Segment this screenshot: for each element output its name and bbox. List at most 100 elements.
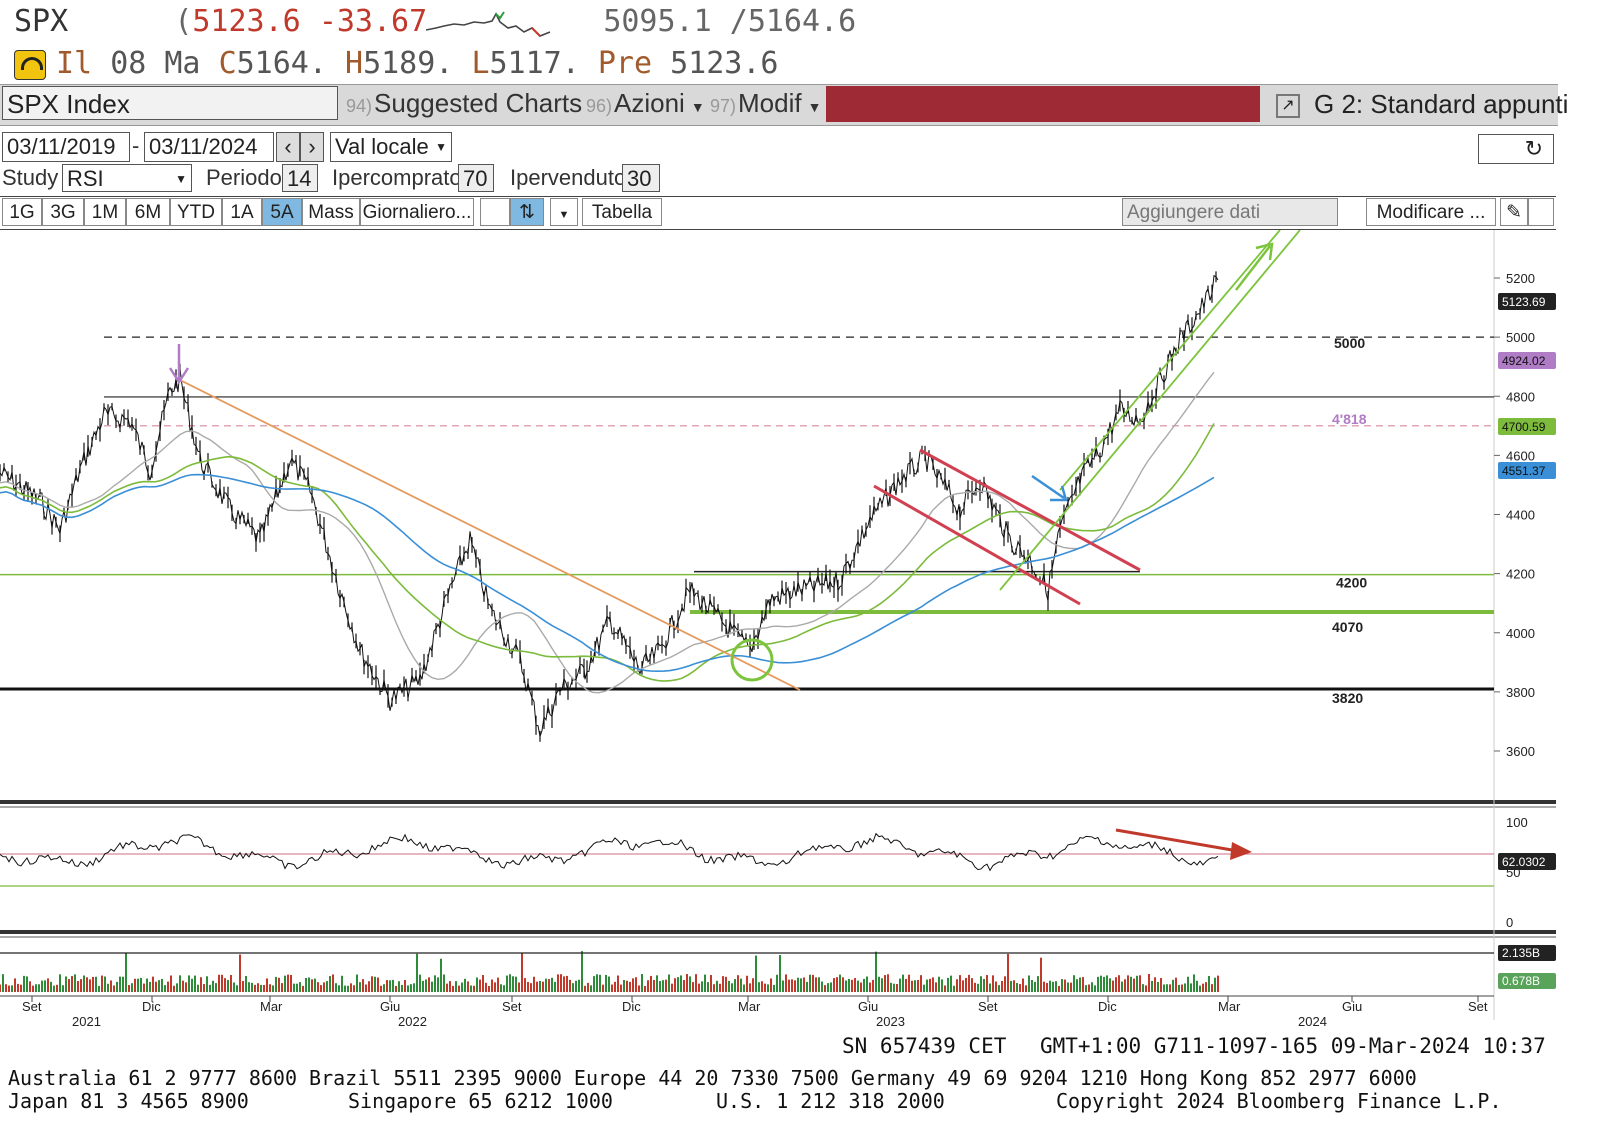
date-to-field[interactable]: 03/11/2024 [144,132,274,162]
arrow-up-icon [1235,245,1271,291]
y-tick-label: 4200 [1506,567,1535,582]
close-label: C [218,46,237,81]
session-id: SN 657439 CET [842,1034,1007,1058]
toolbar [0,196,1556,230]
price-bars [0,271,1217,742]
timeframe-1a[interactable]: 1A [222,198,262,226]
chart-style-dropdown[interactable]: ▼ [550,198,578,226]
price-tag: 4700.59 [1498,418,1556,435]
volume-tag-label: 0.678B [1502,974,1540,988]
currency-select[interactable]: Val locale ▼ [330,132,452,162]
arrow-blue-icon [1050,485,1068,502]
x-tick-label: Set [22,999,42,1014]
overbought-input[interactable]: 70 [458,164,494,192]
price-tag: 4551.37 [1498,462,1556,479]
quote-detail-line: Il 08 Ma C5164. H5189. L5117. Pre 5123.6 [14,46,779,82]
last-price: 5123.6 [192,4,301,39]
price-tag-label: 4551.37 [1502,464,1546,478]
next-period-button[interactable]: › [300,132,324,162]
oversold-input[interactable]: 30 [622,164,660,192]
price-tag-label: 4924.02 [1502,354,1546,368]
price-tag-label: 4700.59 [1502,420,1546,434]
range-low: 5095.1 [603,4,712,39]
panel-divider [0,800,1556,804]
timeframe-1m[interactable]: 1M [84,198,126,226]
menu-azioni[interactable]: 96)Azioni ▼ [586,86,705,120]
prev-period-button[interactable]: ‹ [276,132,300,162]
channel-bottom-line [873,484,1081,606]
caret-down-icon: ▼ [435,140,447,154]
x-year-label: 2024 [1298,1014,1327,1029]
timeframe-6m[interactable]: 6M [126,198,170,226]
caret-down-icon: ▼ [175,172,187,186]
level-label-4200: 4200 [1336,575,1367,591]
chart-style-button[interactable]: ⇅ [510,198,544,226]
ticker-field[interactable]: SPX Index [2,86,338,120]
close-value: 5164. [236,46,327,81]
refresh-button[interactable]: ↻ [1478,134,1554,164]
chevron-left-icon: ‹ [284,134,292,159]
rsi-tick-label: 100 [1506,815,1528,830]
date-from-field[interactable]: 03/11/2019 [2,132,130,162]
volume-tag-box [1498,945,1556,961]
y-tick-label: 5000 [1506,330,1535,345]
x-year-label: 2023 [876,1014,905,1029]
volume-tag-label: 2.135B [1502,946,1540,960]
contact-line-1: Australia 61 2 9777 8600 Brazil 5511 239… [8,1066,1417,1090]
caret-down-icon: ▼ [807,99,822,115]
add-data-input[interactable]: Aggiungere dati [1122,198,1338,226]
trendline-down [179,379,801,691]
high-label: H [345,46,364,81]
y-tick-label: 5200 [1506,271,1535,286]
channel-top-line [919,448,1141,572]
highlight-circle [730,638,774,682]
menu-modif[interactable]: 97)Modif ▼ [710,86,822,120]
ma-grey [0,371,1215,694]
sparkline-icon [425,11,551,37]
menu-suggested-charts[interactable]: 94)Suggested Charts▼ [346,86,602,120]
x-tick-label: Set [1468,999,1488,1014]
low-value: 5117. [489,46,580,81]
table-button[interactable]: Tabella [582,198,662,226]
rsi-line [0,832,1219,872]
timeframe-3g[interactable]: 3G [42,198,84,226]
y-tick-label: 4800 [1506,389,1535,404]
rsi-tag-label: 62.0302 [1502,855,1546,869]
study-select[interactable]: RSI ▼ [62,164,192,192]
timeframe-max[interactable]: Mass [302,198,360,226]
contact-japan: Japan 81 3 4565 8900 [8,1089,249,1113]
layout-selector[interactable]: ↗ G 2: Standard appunti [1268,86,1568,122]
quote-date: 08 Ma [110,46,201,81]
rsi-tag-box [1498,852,1556,870]
level-label-4070: 4070 [1332,619,1363,635]
timeframe-ytd[interactable]: YTD [170,198,222,226]
quote-line: SPX (5123.6 -33.67 5095.1 /5164.6 [14,4,856,40]
x-tick-label: Giu [380,999,400,1014]
frequency-select[interactable]: Giornaliero... [360,198,474,226]
x-year-label: 2022 [398,1014,427,1029]
range-high: 5164.6 [747,4,857,39]
gauge-icon[interactable] [14,49,46,80]
timeframe-5a[interactable]: 5A [262,198,302,226]
range-sep: / [729,4,748,39]
x-year-label: 2021 [72,1014,101,1029]
edit-icon: ✎ [1506,202,1522,223]
arrow-blue-icon [1031,474,1065,500]
y-tick-label: 4600 [1506,448,1535,463]
caret-down-icon: ▼ [690,99,705,115]
panel-divider [0,930,1556,934]
y-tick-label: 3800 [1506,685,1535,700]
export-icon[interactable]: ↗ [1276,94,1300,119]
options-button[interactable] [1528,198,1554,226]
study-label: Study [2,165,59,190]
net-change: -33.67 [318,4,428,39]
modify-button[interactable]: Modificare ... [1366,198,1496,226]
chevron-right-icon: › [308,134,316,159]
price-chart[interactable]: 3600 3800 4000 4200 4400 4600 4800 5000 5200 5000… [0,230,1600,1030]
arrow-up-icon [1255,242,1274,261]
settings-button[interactable]: ✎ [1500,198,1528,226]
chart-type-button[interactable] [480,198,510,226]
timeframe-1g[interactable]: 1G [2,198,42,226]
ii-label: Il [56,46,93,81]
period-input[interactable]: 14 [282,164,318,192]
